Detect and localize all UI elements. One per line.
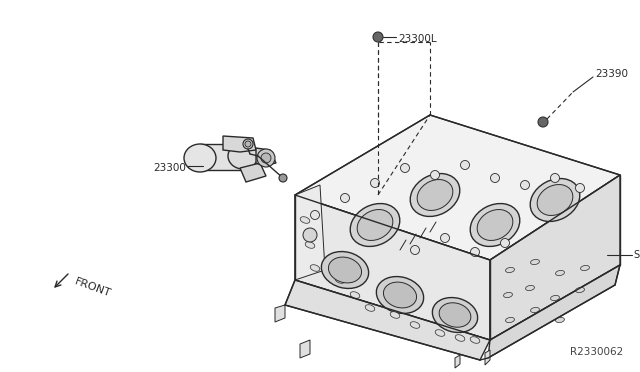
Ellipse shape — [439, 303, 471, 327]
Circle shape — [440, 234, 449, 243]
Ellipse shape — [328, 257, 362, 283]
Text: R2330062: R2330062 — [570, 347, 623, 357]
Text: 23300L: 23300L — [398, 34, 436, 44]
Polygon shape — [490, 175, 620, 340]
Ellipse shape — [410, 173, 460, 217]
Ellipse shape — [530, 179, 580, 221]
Ellipse shape — [383, 282, 417, 308]
Polygon shape — [485, 350, 490, 365]
Ellipse shape — [556, 317, 564, 323]
Ellipse shape — [390, 312, 400, 318]
Polygon shape — [275, 305, 285, 322]
Circle shape — [550, 173, 559, 183]
Polygon shape — [488, 265, 620, 358]
Ellipse shape — [365, 305, 375, 311]
Ellipse shape — [335, 277, 345, 283]
Circle shape — [261, 153, 271, 163]
Polygon shape — [295, 185, 325, 280]
Circle shape — [245, 141, 251, 147]
Ellipse shape — [550, 295, 559, 301]
Ellipse shape — [435, 330, 445, 336]
Ellipse shape — [470, 203, 520, 247]
Ellipse shape — [310, 265, 320, 271]
Text: SEE SEC.110: SEE SEC.110 — [634, 250, 640, 260]
Ellipse shape — [433, 298, 477, 333]
Circle shape — [371, 179, 380, 187]
Ellipse shape — [506, 267, 515, 273]
Ellipse shape — [580, 265, 589, 270]
Text: 23300: 23300 — [153, 163, 186, 173]
Circle shape — [243, 139, 253, 149]
Ellipse shape — [525, 285, 534, 291]
Polygon shape — [285, 280, 490, 360]
Circle shape — [303, 228, 317, 242]
Polygon shape — [455, 355, 460, 368]
Polygon shape — [256, 148, 276, 166]
Ellipse shape — [455, 335, 465, 341]
Ellipse shape — [470, 337, 480, 343]
Circle shape — [538, 117, 548, 127]
Ellipse shape — [531, 307, 540, 312]
Circle shape — [461, 160, 470, 170]
Circle shape — [520, 180, 529, 189]
Polygon shape — [300, 340, 310, 358]
Ellipse shape — [350, 292, 360, 298]
Circle shape — [373, 32, 383, 42]
Ellipse shape — [506, 317, 515, 323]
Circle shape — [401, 164, 410, 173]
Circle shape — [490, 173, 499, 183]
Ellipse shape — [376, 276, 424, 314]
Ellipse shape — [357, 209, 393, 240]
Circle shape — [470, 247, 479, 257]
Circle shape — [310, 211, 319, 219]
Ellipse shape — [228, 143, 258, 169]
Ellipse shape — [575, 288, 584, 293]
Ellipse shape — [556, 270, 564, 276]
Text: FRONT: FRONT — [73, 276, 112, 298]
Text: 23390: 23390 — [595, 69, 628, 79]
Ellipse shape — [184, 144, 216, 172]
Ellipse shape — [305, 242, 315, 248]
Polygon shape — [295, 195, 490, 340]
Circle shape — [575, 183, 584, 192]
Polygon shape — [223, 136, 256, 152]
Ellipse shape — [300, 217, 310, 223]
Ellipse shape — [504, 292, 513, 298]
Ellipse shape — [531, 259, 540, 264]
Ellipse shape — [410, 322, 420, 328]
Circle shape — [340, 193, 349, 202]
Ellipse shape — [417, 180, 453, 211]
Polygon shape — [240, 163, 266, 182]
Ellipse shape — [321, 251, 369, 288]
Circle shape — [431, 170, 440, 180]
Circle shape — [410, 246, 419, 254]
Circle shape — [500, 238, 509, 247]
Circle shape — [279, 174, 287, 182]
Ellipse shape — [537, 185, 573, 215]
Ellipse shape — [350, 203, 400, 247]
Polygon shape — [295, 115, 620, 260]
Ellipse shape — [477, 209, 513, 240]
Polygon shape — [200, 144, 243, 170]
Circle shape — [257, 149, 275, 167]
